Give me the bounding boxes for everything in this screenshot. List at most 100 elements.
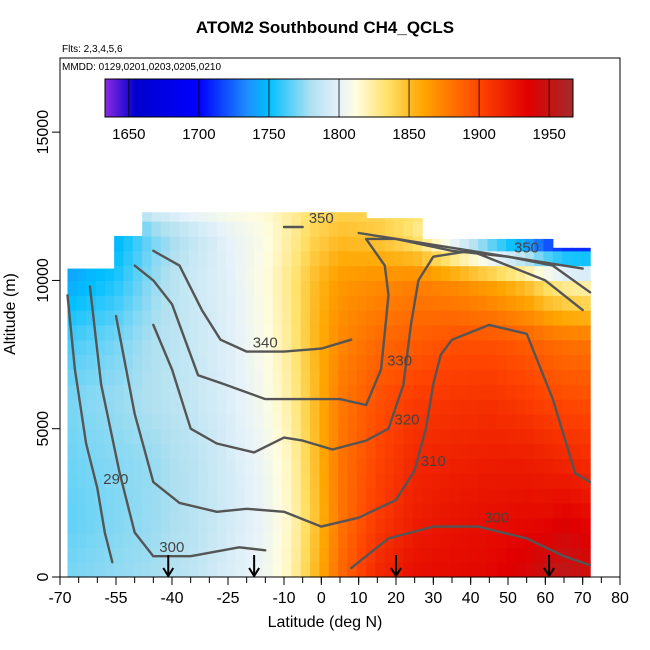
heat-cell — [319, 369, 330, 385]
heat-cell — [254, 212, 265, 222]
heat-cell — [571, 250, 582, 267]
heat-cell — [450, 280, 461, 296]
heat-cell — [104, 488, 115, 504]
heat-cell — [132, 473, 143, 489]
heat-cell — [86, 428, 97, 445]
heat-cell — [226, 473, 237, 489]
heat-cell — [375, 547, 386, 563]
heat-cell — [188, 221, 199, 237]
heat-cell — [347, 458, 358, 474]
heat-cell — [562, 443, 573, 459]
heat-cell — [114, 428, 125, 445]
heat-cell — [67, 428, 78, 445]
heat-cell — [291, 324, 302, 341]
heat-cell — [310, 280, 321, 296]
heat-cell — [580, 532, 591, 548]
heat-cell — [95, 324, 106, 341]
heat-cell — [459, 532, 470, 548]
heat-cell — [506, 428, 517, 445]
heat-cell — [459, 502, 470, 519]
heat-cell — [347, 413, 358, 430]
heat-cell — [132, 428, 143, 445]
heat-cell — [291, 310, 302, 326]
heat-cell — [328, 250, 339, 267]
heat-cell — [543, 458, 554, 474]
heat-cell — [67, 517, 78, 534]
heat-cell — [123, 562, 134, 578]
heat-cell — [104, 443, 115, 459]
heat-cell — [459, 295, 470, 311]
heat-cell — [151, 354, 162, 370]
heat-cell — [235, 562, 246, 578]
heat-cell — [403, 384, 414, 400]
heat-cell — [450, 502, 461, 519]
heat-cell — [459, 547, 470, 563]
heat-cell — [170, 250, 181, 267]
heat-cell — [319, 547, 330, 563]
heat-cell — [142, 399, 153, 415]
heatmap-field — [67, 212, 591, 578]
heat-cell — [291, 547, 302, 563]
heat-cell — [263, 250, 274, 267]
heat-cell — [179, 473, 190, 489]
heat-cell — [132, 517, 143, 534]
heat-cell — [282, 221, 293, 237]
heat-cell — [160, 458, 171, 474]
heat-cell — [142, 428, 153, 445]
heat-cell — [552, 354, 563, 370]
heat-cell — [254, 532, 265, 548]
heat-cell — [562, 384, 573, 400]
heat-cell — [440, 413, 451, 430]
heat-cell — [487, 399, 498, 415]
heat-cell — [580, 384, 591, 400]
heat-cell — [468, 295, 479, 311]
heat-cell — [580, 399, 591, 415]
heat-cell — [244, 310, 255, 326]
heat-cell — [450, 295, 461, 311]
heat-cell — [366, 413, 377, 430]
axes: -70 -55 -40 -25 -10 0 10 20 30 40 50 60 70 80 0 5000 100… — [35, 110, 629, 607]
heat-cell — [450, 547, 461, 563]
heat-cell — [244, 399, 255, 415]
heat-cell — [459, 473, 470, 489]
heat-cell — [487, 265, 498, 282]
contour-line-350 — [357, 231, 584, 270]
heat-cell — [534, 339, 545, 356]
heat-cell — [552, 413, 563, 430]
heat-cell — [394, 547, 405, 563]
heat-cell — [114, 473, 125, 489]
heat-cell — [170, 235, 181, 252]
heat-cell — [170, 384, 181, 400]
heat-cell — [104, 384, 115, 400]
heat-cell — [384, 250, 395, 267]
heat-cell — [412, 218, 423, 222]
heat-cell — [338, 339, 349, 356]
y-tick-label: 15000 — [35, 110, 52, 155]
heat-cell — [291, 562, 302, 578]
heat-cell — [478, 354, 489, 370]
heat-cell — [160, 354, 171, 370]
heat-cell — [468, 413, 479, 430]
heat-cell — [170, 517, 181, 534]
heat-cell — [375, 310, 386, 326]
heat-cell — [562, 324, 573, 341]
heat-cell — [310, 488, 321, 504]
heat-cell — [412, 458, 423, 474]
heat-cell — [440, 443, 451, 459]
heat-cell — [403, 547, 414, 563]
heat-cell — [198, 473, 209, 489]
heat-cell — [562, 458, 573, 474]
heat-cell — [571, 488, 582, 504]
heat-cell — [86, 384, 97, 400]
heat-cell — [543, 532, 554, 548]
heat-cell — [412, 428, 423, 445]
heat-cell — [478, 339, 489, 356]
heat-cell — [160, 428, 171, 445]
heat-cell — [328, 517, 339, 534]
heat-cell — [188, 369, 199, 385]
heat-cell — [328, 324, 339, 341]
heat-cell — [235, 280, 246, 296]
heat-cell — [571, 443, 582, 459]
heat-cell — [254, 324, 265, 341]
heat-cell — [114, 265, 125, 282]
